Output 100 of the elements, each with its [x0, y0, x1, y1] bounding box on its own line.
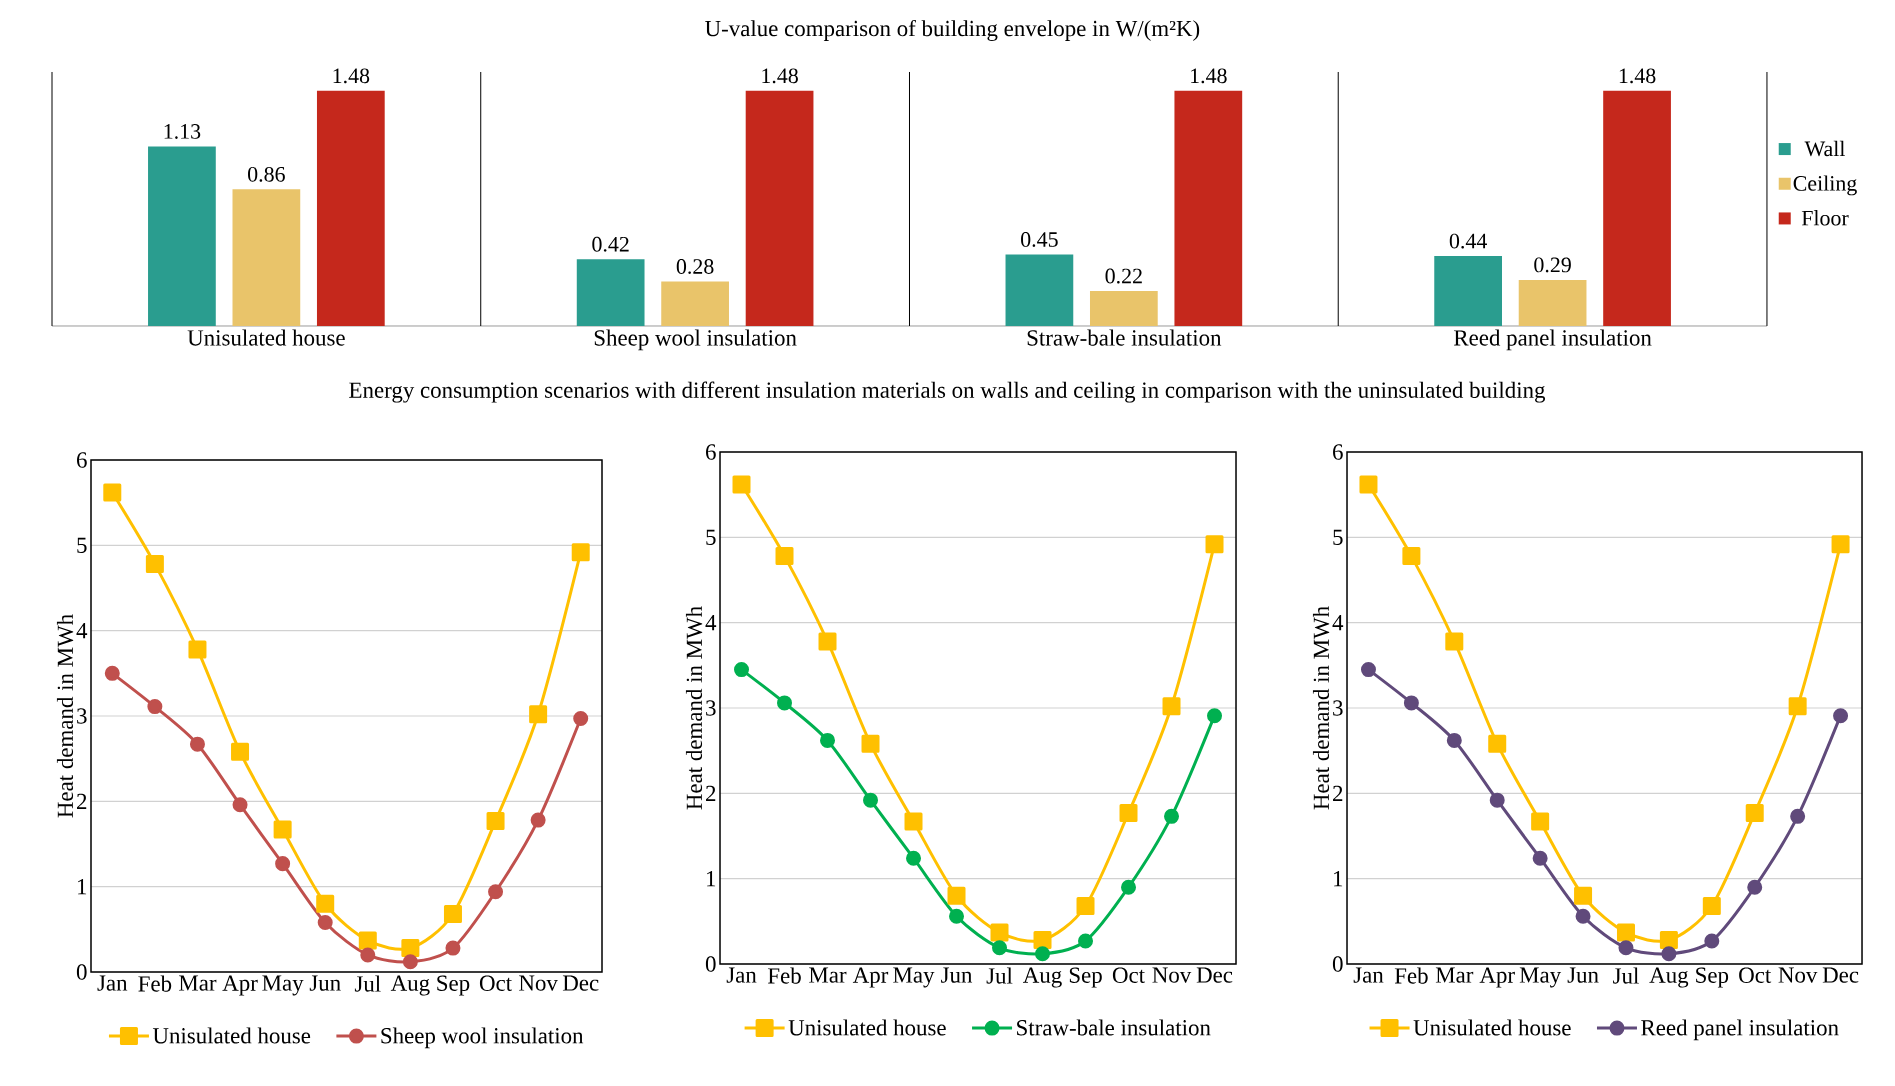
bar	[1089, 291, 1158, 326]
bar	[232, 189, 301, 326]
x-tick-label: Oct	[1112, 967, 1145, 983]
point	[443, 904, 462, 923]
point	[777, 695, 793, 711]
point	[360, 947, 376, 963]
point	[1661, 946, 1677, 962]
y-tick-label: 1	[707, 871, 716, 887]
point	[820, 732, 836, 748]
legend-label: Wall	[1804, 140, 1845, 157]
x-tick-label: Dec	[562, 975, 599, 991]
point	[273, 820, 292, 839]
data-label: 1.48	[1619, 68, 1656, 84]
point	[571, 543, 590, 562]
point	[1489, 792, 1505, 808]
x-tick-label: Dec	[1822, 967, 1859, 983]
y-tick-label: 3	[1333, 700, 1343, 716]
data-label: 0.28	[676, 259, 714, 274]
x-tick-label: Sep	[437, 975, 470, 996]
point	[358, 931, 377, 950]
point	[1745, 803, 1764, 822]
x-tick-label: Jun	[941, 967, 973, 983]
point	[488, 884, 504, 900]
x-tick-label: Nov	[519, 975, 558, 991]
y-tick-label: 5	[706, 529, 716, 545]
legend-label: Unisulated house	[152, 1027, 311, 1044]
legend-label: Unisulated house	[788, 1019, 946, 1036]
x-tick-label: Reed panel insulation	[1453, 329, 1652, 351]
x-tick-label: Straw-bale insulation	[1027, 329, 1222, 346]
legend-label: Floor	[1801, 210, 1849, 226]
text: Energy consumption scenarios with different insulation materials on walls and ceiling in comparison with the uninsulated building	[349, 381, 1546, 403]
point	[1207, 708, 1223, 724]
x-tick-label: Unisulated house	[187, 329, 345, 346]
y-axis-title: Heat demand in MWh	[685, 606, 703, 810]
x-tick-label: Mar	[1435, 967, 1474, 983]
y-tick-label: 2	[77, 793, 87, 809]
point	[1488, 734, 1507, 753]
bar	[148, 146, 216, 326]
y-tick-label: 0	[76, 964, 87, 980]
point	[1702, 896, 1721, 915]
point	[1788, 697, 1807, 716]
bar	[745, 90, 814, 326]
bar	[1174, 90, 1243, 326]
data-label: 1.48	[333, 68, 370, 84]
x-tick-label: Jun	[1567, 967, 1599, 983]
point	[104, 665, 120, 681]
point	[1033, 931, 1052, 950]
point	[863, 792, 879, 808]
point	[188, 640, 207, 659]
point	[103, 483, 122, 502]
y-tick-label: 2	[1333, 785, 1343, 801]
point	[1162, 697, 1181, 716]
x-tick-label: May	[893, 967, 935, 988]
y-tick-label: 3	[77, 708, 87, 724]
x-tick-label: Dec	[1196, 967, 1233, 983]
y-tick-label: 4	[705, 615, 717, 631]
point	[1164, 808, 1180, 824]
x-tick-label: Mar	[179, 975, 217, 991]
point	[1531, 812, 1550, 831]
point	[1831, 535, 1850, 554]
y-axis-title: Heat demand in MWh	[56, 614, 74, 818]
point	[1359, 475, 1378, 494]
x-tick-label: Aug	[390, 975, 430, 996]
x-tick-label: Apr	[852, 967, 889, 988]
point	[486, 811, 505, 830]
y-tick-label: 0	[1332, 956, 1343, 972]
y-tick-label: 4	[76, 623, 88, 639]
legend-label: Sheep wool insulation	[381, 1027, 584, 1049]
point	[1574, 886, 1593, 905]
point	[1035, 946, 1051, 962]
point	[402, 954, 418, 970]
bar	[1518, 279, 1587, 326]
point	[1205, 535, 1224, 554]
point	[147, 699, 163, 715]
point	[573, 711, 589, 727]
data-label: 0.86	[248, 166, 285, 182]
point	[947, 886, 966, 905]
x-tick-label: Jan	[97, 975, 128, 991]
y-tick-label: 6	[77, 452, 87, 468]
legend-label: Straw-bale insulation	[1017, 1019, 1211, 1036]
point	[1833, 708, 1849, 724]
legend-label: Ceiling	[1793, 175, 1857, 196]
x-tick-label: Aug	[1649, 967, 1689, 988]
data-label: 0.22	[1105, 268, 1142, 284]
bar	[1434, 256, 1502, 326]
legend-label: Unisulated house	[1413, 1019, 1571, 1036]
point	[775, 547, 794, 566]
bar	[661, 281, 729, 326]
point	[1076, 896, 1095, 915]
x-tick-label: Jul	[986, 967, 1013, 984]
x-tick-label: May	[1519, 967, 1562, 988]
x-tick-label: Jan	[1353, 967, 1384, 983]
y-tick-label: 1	[78, 879, 87, 895]
y-tick-label: 1	[1334, 871, 1343, 887]
point	[1659, 931, 1678, 950]
point	[734, 662, 750, 678]
point	[861, 734, 880, 753]
y-tick-label: 2	[706, 785, 716, 801]
point	[1402, 547, 1421, 566]
x-tick-label: Jun	[309, 975, 341, 991]
